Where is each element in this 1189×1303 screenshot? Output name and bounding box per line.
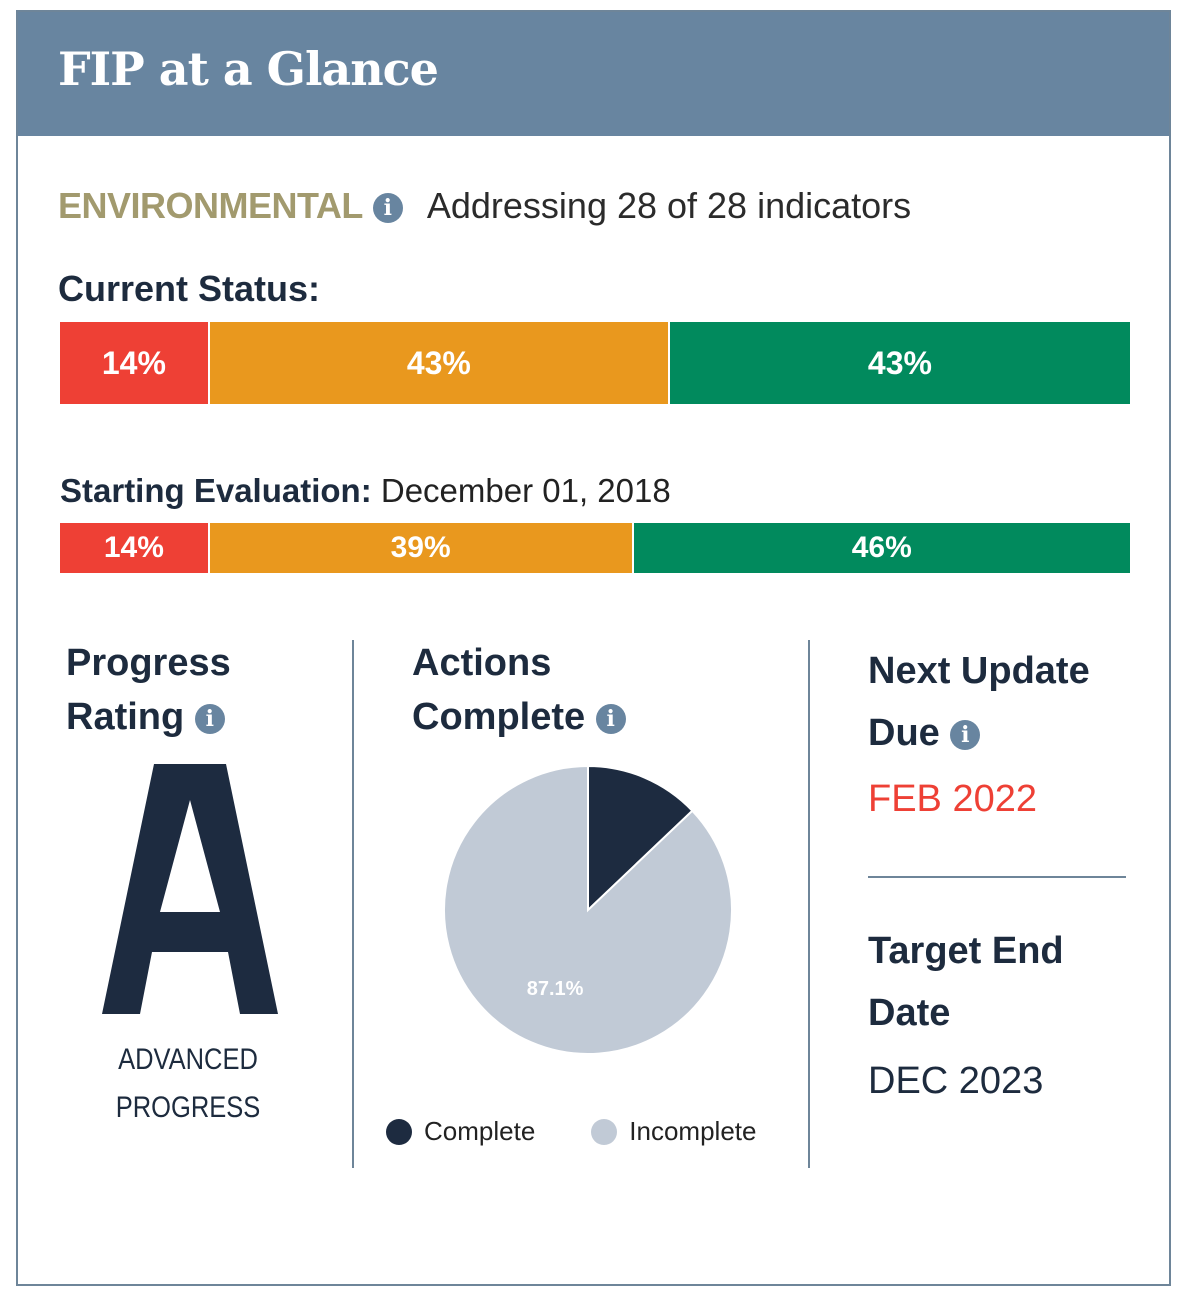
target-end-title-line1: Target End [868,930,1064,972]
info-icon[interactable]: i [950,719,981,750]
legend-incomplete-dot [591,1118,618,1145]
segment-label: 43% [867,344,932,381]
progress-rating-title-line2: Rating [66,696,185,738]
current-status-red-segment: 14% [60,322,210,404]
pie-data-label: 87.1% [527,978,584,1000]
grade-text: A [190,1002,191,1005]
starting-evaluation-green-segment: 46% [633,523,1130,573]
segment-label: 14% [103,531,164,564]
grade-caption-line1: ADVANCED [118,1043,258,1076]
info-icon[interactable]: i [194,703,225,734]
legend-complete-label[interactable]: Complete [424,1116,536,1146]
info-icon[interactable]: i [372,193,403,224]
actions-complete-title-line2: Complete [412,696,586,738]
legend-complete-dot [386,1118,412,1145]
next-update-title-line2: Due [868,712,940,754]
environmental-row: ENVIRONMENTAL i Addressing 28 of 28 indi… [58,184,911,228]
starting-evaluation-date: December 01, 2018 [380,472,671,509]
next-update-title-line2-row: Due i [868,702,1090,764]
grade-caption-line2: PROGRESS [115,1091,261,1124]
card-title: FIP at a Glance [58,42,439,96]
progress-rating-title-line2-row: Rating i [66,690,231,744]
target-end-date: DEC 2023 [868,1060,1044,1102]
segment-label: 39% [390,531,451,564]
progress-rating-title: Progress Rating i [66,636,231,744]
starting-evaluation-bar: 14% 39% 46% [60,523,1130,573]
next-update-title: Next Update Due i [868,640,1090,764]
card-header: FIP at a Glance [18,12,1169,136]
pie-slice-complete[interactable] [587,764,694,913]
column-divider [352,640,354,1168]
segment-label: 43% [406,344,471,381]
fip-glance-card: FIP at a Glance ENVIRONMENTAL i Addressi… [16,10,1171,1286]
legend-incomplete-label[interactable]: Incomplete [629,1116,757,1146]
progress-rating-title-line1: Progress [66,642,231,684]
actions-complete-title: Actions Complete i [412,636,626,744]
environmental-label: ENVIRONMENTAL [58,185,363,226]
current-status-green-segment: 43% [669,322,1130,404]
actions-complete-title-line2-row: Complete i [412,690,626,744]
current-status-title: Current Status: [58,268,321,309]
pie-slice-incomplete[interactable] [443,764,733,1055]
grade-caption: ADVANCED PROGRESS [78,1036,299,1132]
pie-legend: Complete Incomplete [386,1116,756,1147]
current-status-bar: 14% 43% 43% [60,322,1130,404]
current-status-orange-segment: 43% [209,322,670,404]
column-divider [808,640,810,1168]
right-column-divider [868,876,1126,878]
segment-label: 14% [101,344,166,381]
target-end-title: Target End Date [868,920,1064,1044]
actions-pie-chart: 87.1% [443,764,733,1055]
starting-evaluation-orange-segment: 39% [209,523,634,573]
target-end-title-line2: Date [868,992,951,1034]
starting-evaluation-row: Starting Evaluation: December 01, 2018 [60,472,671,510]
starting-evaluation-red-segment: 14% [60,523,210,573]
grade-letter: A [102,764,278,1014]
segment-label: 46% [851,531,912,564]
next-update-date: FEB 2022 [868,778,1037,820]
starting-evaluation-title: Starting Evaluation: [60,472,372,509]
info-icon[interactable]: i [595,703,626,734]
actions-complete-title-line1: Actions [412,642,552,684]
next-update-title-line1: Next Update [868,650,1090,692]
indicators-summary: Addressing 28 of 28 indicators [426,185,912,226]
